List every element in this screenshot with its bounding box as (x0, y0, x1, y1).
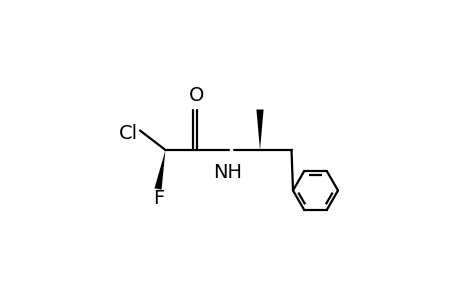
Polygon shape (154, 150, 165, 190)
Text: O: O (189, 86, 204, 105)
Text: Cl: Cl (119, 124, 138, 143)
Text: NH: NH (213, 163, 241, 182)
Polygon shape (256, 110, 263, 150)
Text: F: F (153, 189, 164, 208)
